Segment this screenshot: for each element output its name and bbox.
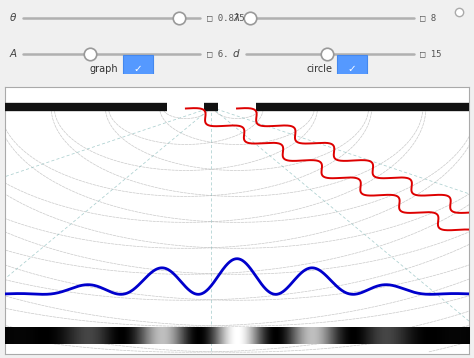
FancyBboxPatch shape [123, 55, 154, 83]
Text: ✓: ✓ [347, 64, 356, 74]
Text: λ: λ [233, 13, 239, 23]
FancyBboxPatch shape [337, 55, 367, 83]
Text: circle: circle [306, 64, 332, 74]
Text: □ 15: □ 15 [420, 50, 442, 59]
Text: □ 8: □ 8 [420, 13, 437, 22]
Text: A: A [9, 49, 16, 59]
Text: ✓: ✓ [134, 64, 143, 74]
Text: d: d [233, 49, 239, 59]
Text: graph: graph [90, 64, 118, 74]
Text: θ: θ [10, 13, 16, 23]
Text: □ 0.875: □ 0.875 [207, 13, 245, 22]
Text: □ 6.: □ 6. [207, 50, 228, 59]
